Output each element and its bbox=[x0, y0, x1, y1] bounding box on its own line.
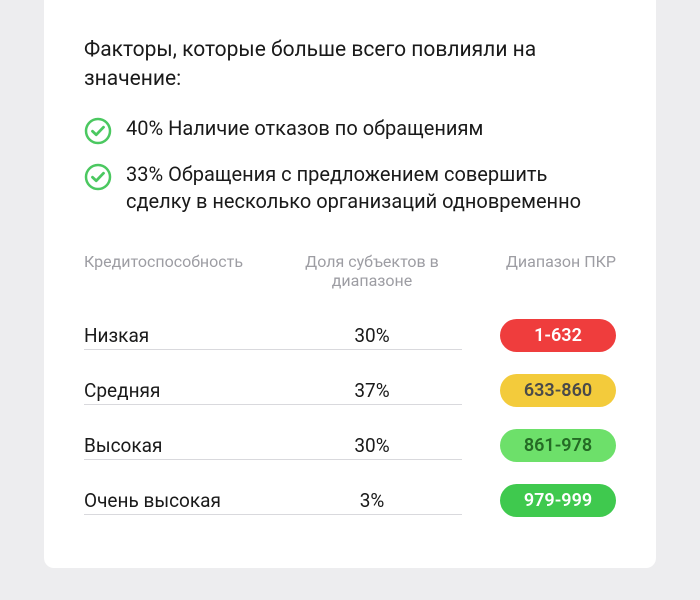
range-badge: 1-632 bbox=[500, 319, 616, 352]
range-badge: 979-999 bbox=[500, 484, 616, 517]
col-header-range: Диапазон ПКР bbox=[462, 252, 616, 290]
row-label: Низкая bbox=[84, 324, 282, 347]
check-icon bbox=[84, 163, 112, 191]
row-label: Высокая bbox=[84, 434, 282, 457]
factor-text: 40% Наличие отказов по обращениям bbox=[126, 115, 483, 143]
range-badge: 861-978 bbox=[500, 429, 616, 462]
credit-table: Кредитоспособность Доля субъектов в диап… bbox=[84, 252, 616, 528]
table-row: Высокая 30% 861-978 bbox=[84, 418, 616, 473]
row-share: 30% bbox=[282, 434, 462, 457]
col-header-share: Доля субъектов в диапазоне bbox=[282, 252, 462, 290]
factor-item: 40% Наличие отказов по обращениям bbox=[84, 115, 616, 145]
table-row: Очень высокая 3% 979-999 bbox=[84, 473, 616, 528]
col-header-credit: Кредитоспособность bbox=[84, 252, 282, 290]
table-row: Средняя 37% 633-860 bbox=[84, 363, 616, 418]
row-share: 37% bbox=[282, 379, 462, 402]
row-label: Средняя bbox=[84, 379, 282, 402]
row-label: Очень высокая bbox=[84, 489, 282, 512]
factor-text: 33% Обращения с предложением совершить с… bbox=[126, 161, 616, 216]
range-badge: 633-860 bbox=[500, 374, 616, 407]
check-icon bbox=[84, 117, 112, 145]
factors-card: Факторы, которые больше всего повлияли н… bbox=[44, 0, 656, 568]
section-heading: Факторы, которые больше всего повлияли н… bbox=[84, 36, 616, 95]
table-row: Низкая 30% 1-632 bbox=[84, 308, 616, 363]
row-share: 3% bbox=[282, 489, 462, 512]
factor-item: 33% Обращения с предложением совершить с… bbox=[84, 161, 616, 216]
table-header: Кредитоспособность Доля субъектов в диап… bbox=[84, 252, 616, 308]
row-share: 30% bbox=[282, 324, 462, 347]
